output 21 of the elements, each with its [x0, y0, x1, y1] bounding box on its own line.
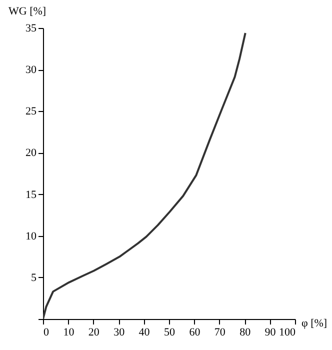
x-tick-label: 40	[138, 326, 150, 338]
x-tick-label: 10	[63, 326, 75, 338]
x-tick-label: 0	[44, 326, 50, 338]
line-series	[43, 32, 246, 319]
y-tick-label: 10	[26, 230, 37, 242]
x-tick-label: 50	[164, 326, 176, 338]
x-tick-label: 90	[264, 326, 276, 338]
y-tick-label: 35	[26, 22, 37, 34]
y-tick-label: 30	[26, 64, 37, 76]
y-tick-label: 25	[26, 106, 37, 118]
x-tick-label: 60	[189, 326, 201, 338]
x-tick-label: 80	[240, 326, 252, 338]
x-tick-label: 70	[214, 326, 226, 338]
y-axis-title: WG [%]	[8, 6, 46, 18]
x-tick-label: 20	[88, 326, 100, 338]
x-tick-label: 30	[114, 326, 126, 338]
y-tick-label: 15	[26, 188, 37, 201]
x-tick-label: 100	[279, 326, 296, 338]
y-tick-label: 5	[31, 272, 37, 284]
y-tick-label: 20	[26, 147, 37, 160]
x-axis-title: φ [%]	[302, 318, 328, 330]
